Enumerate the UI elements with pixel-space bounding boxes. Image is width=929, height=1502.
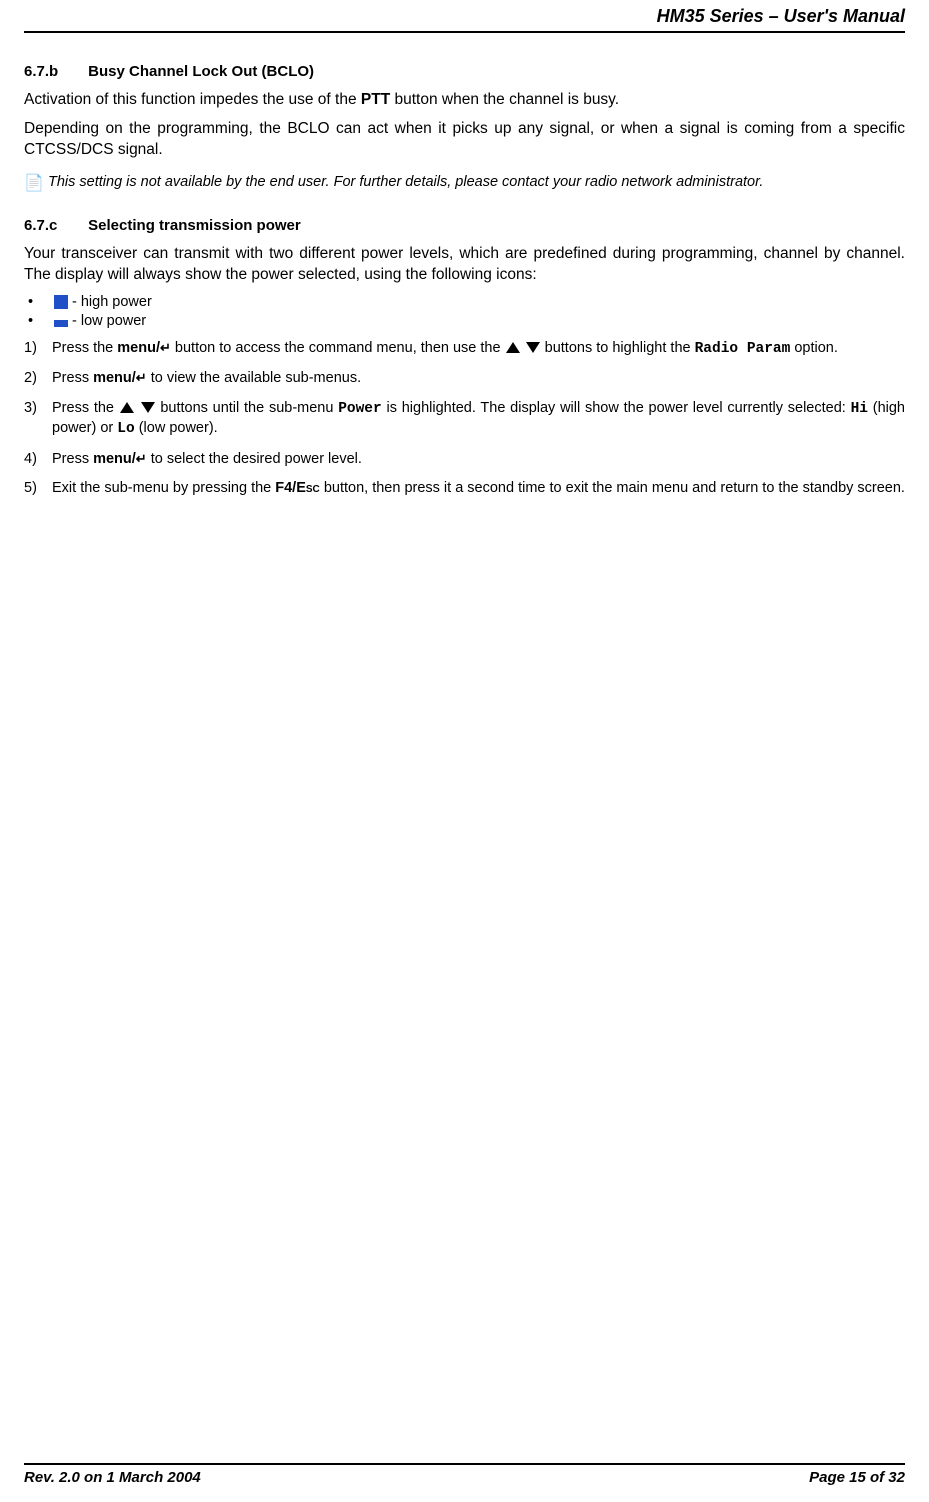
up-arrow-icon: [120, 402, 134, 413]
step-1: Press the menu/↵ button to access the co…: [24, 339, 905, 360]
bclo-paragraph-2: Depending on the programming, the BCLO c…: [24, 119, 905, 161]
section-number: 6.7.b: [24, 63, 84, 80]
footer-page: Page 15 of 32: [809, 1469, 905, 1486]
step-3: Press the buttons until the sub-menu Pow…: [24, 399, 905, 440]
header-title: HM35 Series – User's Manual: [657, 6, 905, 26]
high-power-icon: [54, 295, 68, 309]
section-number: 6.7.c: [24, 217, 84, 234]
step-2: Press menu/↵ to view the available sub-m…: [24, 369, 905, 389]
page-footer: Rev. 2.0 on 1 March 2004 Page 15 of 32: [24, 1463, 905, 1486]
down-arrow-icon: [141, 402, 155, 413]
ptt-label: PTT: [361, 91, 390, 108]
low-power-icon: [54, 320, 68, 327]
section-title-text: Selecting transmission power: [88, 217, 301, 234]
up-arrow-icon: [506, 342, 520, 353]
page-header: HM35 Series – User's Manual: [24, 0, 905, 33]
note-row: 📄 This setting is not available by the e…: [24, 173, 905, 193]
down-arrow-icon: [526, 342, 540, 353]
legend-high: - high power: [24, 294, 905, 310]
legend-low: - low power: [24, 313, 905, 329]
footer-rev: Rev. 2.0 on 1 March 2004: [24, 1469, 201, 1486]
step-4: Press menu/↵ to select the desired power…: [24, 450, 905, 470]
manual-page: HM35 Series – User's Manual 6.7.b Busy C…: [0, 0, 929, 1502]
power-intro: Your transceiver can transmit with two d…: [24, 244, 905, 286]
section-bclo-heading: 6.7.b Busy Channel Lock Out (BCLO): [24, 63, 905, 80]
power-steps: Press the menu/↵ button to access the co…: [24, 339, 905, 499]
note-icon: 📄: [24, 173, 48, 193]
section-title-text: Busy Channel Lock Out (BCLO): [88, 63, 314, 80]
power-icon-legend: - high power - low power: [24, 294, 905, 329]
step-5: Exit the sub-menu by pressing the F4/Esc…: [24, 479, 905, 499]
section-power-heading: 6.7.c Selecting transmission power: [24, 217, 905, 234]
bclo-paragraph-1: Activation of this function impedes the …: [24, 90, 905, 111]
note-text: This setting is not available by the end…: [48, 173, 763, 193]
